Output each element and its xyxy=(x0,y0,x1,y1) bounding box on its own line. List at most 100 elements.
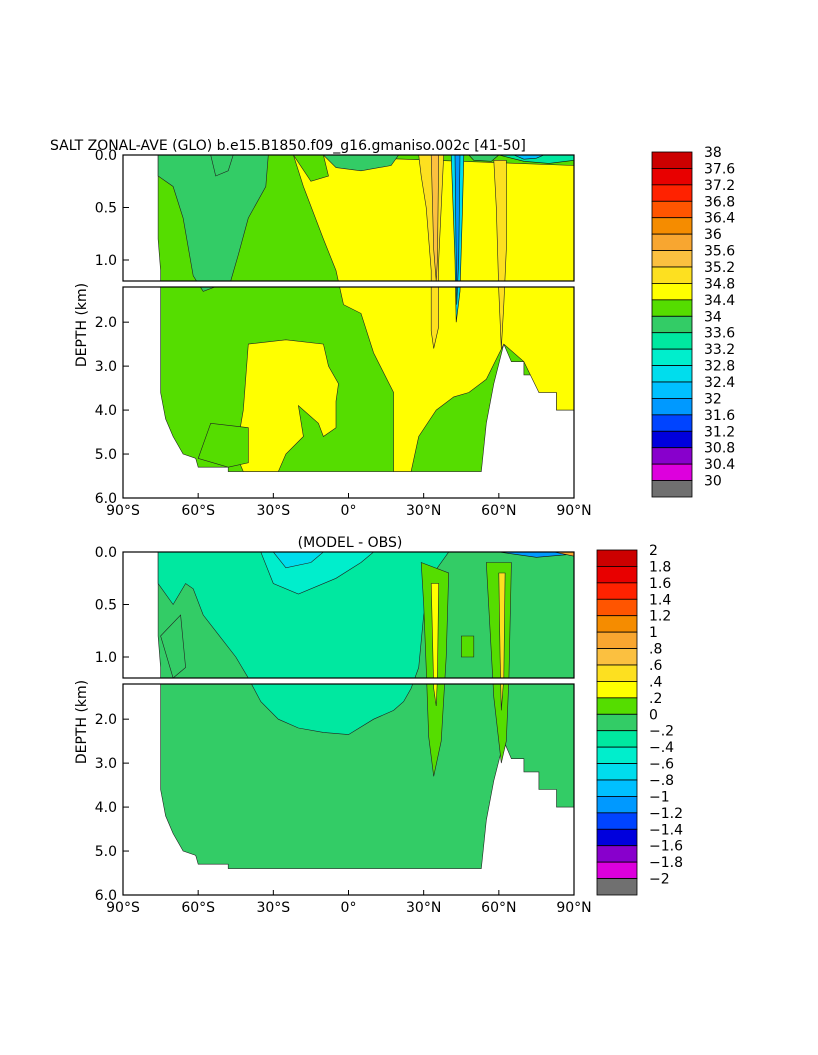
colorbar-swatch xyxy=(651,283,693,301)
colorbar-swatch xyxy=(651,348,693,366)
y-axis-label: DEPTH (km) xyxy=(74,283,90,367)
y-axis-label: DEPTH (km) xyxy=(74,680,90,764)
contour-fill-34.0-c xyxy=(322,155,399,172)
colorbar-label: −.8 xyxy=(649,773,674,789)
colorbar-swatch xyxy=(651,200,693,219)
contour-fill-minus-0.6 xyxy=(272,552,324,569)
colorbar-label: −2 xyxy=(649,872,670,888)
colorbar-label: 34.8 xyxy=(704,276,735,292)
colorbar-swatch xyxy=(596,697,638,715)
colorbar-swatch xyxy=(596,566,638,584)
contour-fill-0.2-c xyxy=(461,635,475,658)
x-tick-label: 90°S xyxy=(106,900,140,916)
contour-fill-minus-1 xyxy=(498,552,574,558)
contour-fill-minus-0.2 xyxy=(157,552,450,678)
colorbar-label: 1.8 xyxy=(649,559,671,575)
colorbar-label: −1.8 xyxy=(649,855,683,871)
x-tick-label: 60°N xyxy=(481,503,516,519)
colorbar-label: 32.4 xyxy=(704,375,735,391)
colorbar-label: 32.8 xyxy=(704,359,735,375)
colorbar-label: .2 xyxy=(649,691,662,707)
contour-fill-0.2-b xyxy=(492,684,509,764)
colorbar-swatch xyxy=(651,233,693,251)
contour-fill-34.0-d xyxy=(468,155,500,162)
x-tick-label: 60°S xyxy=(181,503,215,519)
colorbar-swatch xyxy=(596,730,638,748)
colorbar-label: .4 xyxy=(649,674,662,690)
colorbar-label: −1 xyxy=(649,789,670,805)
x-tick-label: 30°N xyxy=(406,900,441,916)
x-tick-label: 90°S xyxy=(106,503,140,519)
colorbar-swatch xyxy=(596,845,638,863)
colorbar-swatch xyxy=(596,631,638,649)
salinity-colorbar: 3837.637.236.836.43635.635.234.834.43433… xyxy=(651,145,735,498)
colorbar-label: 31.2 xyxy=(704,424,735,440)
colorbar-swatch xyxy=(596,713,638,732)
difference-colorbar: 21.81.61.41.21.8.6.4.20−.2−.4−.6−.8−1−1.… xyxy=(596,543,683,896)
x-tick-label: 0° xyxy=(341,503,357,519)
y-tick-label: 0.0 xyxy=(95,545,117,561)
figure-title: SALT ZONAL-AVE (GLO) b.e15.B1850.f09_g16… xyxy=(50,138,526,154)
x-tick-label: 0° xyxy=(341,900,357,916)
colorbar-swatch xyxy=(596,648,638,666)
colorbar-swatch xyxy=(651,299,693,317)
y-tick-label: 6.0 xyxy=(95,888,117,904)
colorbar-label: −.6 xyxy=(649,757,674,773)
contour-fill-34.0 xyxy=(157,155,269,281)
colorbar-swatch xyxy=(596,746,638,764)
colorbar-swatch xyxy=(651,332,693,350)
colorbar-label: 36 xyxy=(704,227,722,243)
colorbar-swatch xyxy=(596,664,638,682)
colorbar-swatch xyxy=(651,151,693,169)
upper-section xyxy=(157,155,574,281)
contour-fill-34.8-deep xyxy=(235,339,339,472)
colorbar-swatch xyxy=(596,681,638,699)
y-tick-label: 2.0 xyxy=(95,315,117,331)
y-tick-label: 5.0 xyxy=(95,447,117,463)
colorbar-label: 37.2 xyxy=(704,178,735,194)
colorbar-swatch xyxy=(596,549,638,567)
colorbar-label: 37.6 xyxy=(704,161,735,177)
y-tick-label: 1.0 xyxy=(95,650,117,666)
colorbar-swatch xyxy=(596,878,638,896)
upper-frame xyxy=(122,551,575,679)
upper-section xyxy=(157,552,574,678)
x-tick-label: 90°N xyxy=(556,900,591,916)
colorbar-label: 31.6 xyxy=(704,408,735,424)
colorbar-label: 30.4 xyxy=(704,457,735,473)
colorbar-swatch xyxy=(596,861,638,879)
x-tick-label: 60°S xyxy=(181,900,215,916)
contour-fill-32.4 xyxy=(454,155,461,281)
y-tick-label: 0.5 xyxy=(95,598,117,614)
colorbar-label: 1.4 xyxy=(649,592,671,608)
colorbar-swatch xyxy=(651,266,693,284)
colorbar-swatch xyxy=(596,598,638,617)
colorbar-swatch xyxy=(651,414,693,432)
colorbar-label: 2 xyxy=(649,543,658,559)
contour-fill-0-b xyxy=(160,614,186,678)
colorbar-swatch xyxy=(596,828,638,847)
contour-fill-34.8 xyxy=(339,287,574,472)
y-tick-label: 4.0 xyxy=(95,800,117,816)
contour-fill-0.4 xyxy=(430,583,440,678)
contour-fill-0.6 xyxy=(500,684,504,711)
salinity-panel: 90°S 60°S 30°S 0° 30°N 60°N 90°N 0.0 0.5 1.0 2.0 3.… xyxy=(74,148,592,519)
colorbar-label: −.2 xyxy=(649,724,674,740)
colorbar-swatch xyxy=(651,168,693,186)
colorbar-label: −1.2 xyxy=(649,806,683,822)
contour-fill-34.0-b xyxy=(210,155,234,177)
contour-fill-34.4-deep xyxy=(197,422,249,468)
contour-fill-minus-0.2 xyxy=(251,684,414,735)
contour-fill-0 xyxy=(160,684,574,869)
colorbar-label: 0 xyxy=(649,707,658,723)
colorbar-label: 1 xyxy=(649,625,658,641)
contour-fill-33.6 xyxy=(498,155,574,164)
colorbar-label: 33.2 xyxy=(704,342,735,358)
colorbar-label: −1.6 xyxy=(649,839,683,855)
upper-frame xyxy=(122,154,575,282)
colorbar-swatch xyxy=(651,315,693,334)
lower-section xyxy=(160,684,574,869)
colorbar-swatch xyxy=(651,365,693,383)
contour-fill-35.2-b xyxy=(493,160,507,281)
